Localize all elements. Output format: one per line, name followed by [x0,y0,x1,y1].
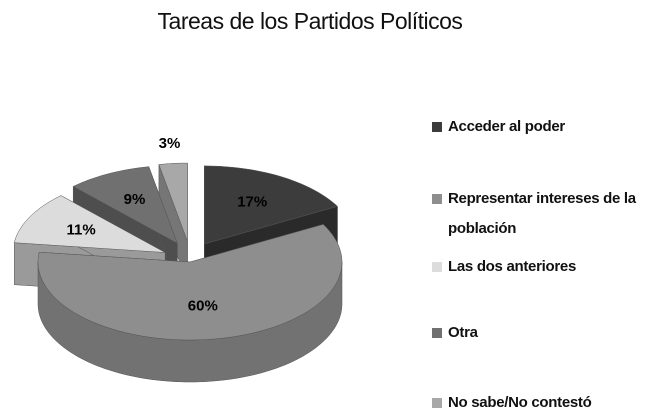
slice [72,166,178,244]
chart-title: Tareas de los Partidos Políticos [157,8,463,34]
data-label: 11% [66,221,95,238]
legend-item: No sabe/No contestó [432,388,660,411]
legend-swatch [432,122,442,132]
legend-label: Representar intereses de la población [448,190,636,237]
legend-swatch [432,398,442,408]
pie-area: 17% 60% 11% 9% 3% [13,135,343,383]
legend-swatch [432,194,442,204]
slice [13,195,166,253]
data-label: 9% [124,191,146,208]
legend-item: Acceder al poder [432,112,660,142]
legend-swatch [432,262,442,272]
data-label: 17% [237,193,267,210]
legend-item: Representar intereses de la población [432,184,660,244]
legend-label: Acceder al poder [448,118,565,135]
legend-label: No sabe/No contestó [448,394,592,411]
legend-label: Otra [448,324,478,341]
legend-label: Las dos anteriores [448,258,576,275]
slice [37,224,343,341]
legend-swatch [432,328,442,338]
slice [158,162,188,242]
legend-item: Las dos anteriores [432,252,660,282]
legend-item: Otra [432,318,660,348]
data-label: 60% [188,297,218,314]
data-label: 3% [159,135,181,152]
slice [204,165,339,245]
